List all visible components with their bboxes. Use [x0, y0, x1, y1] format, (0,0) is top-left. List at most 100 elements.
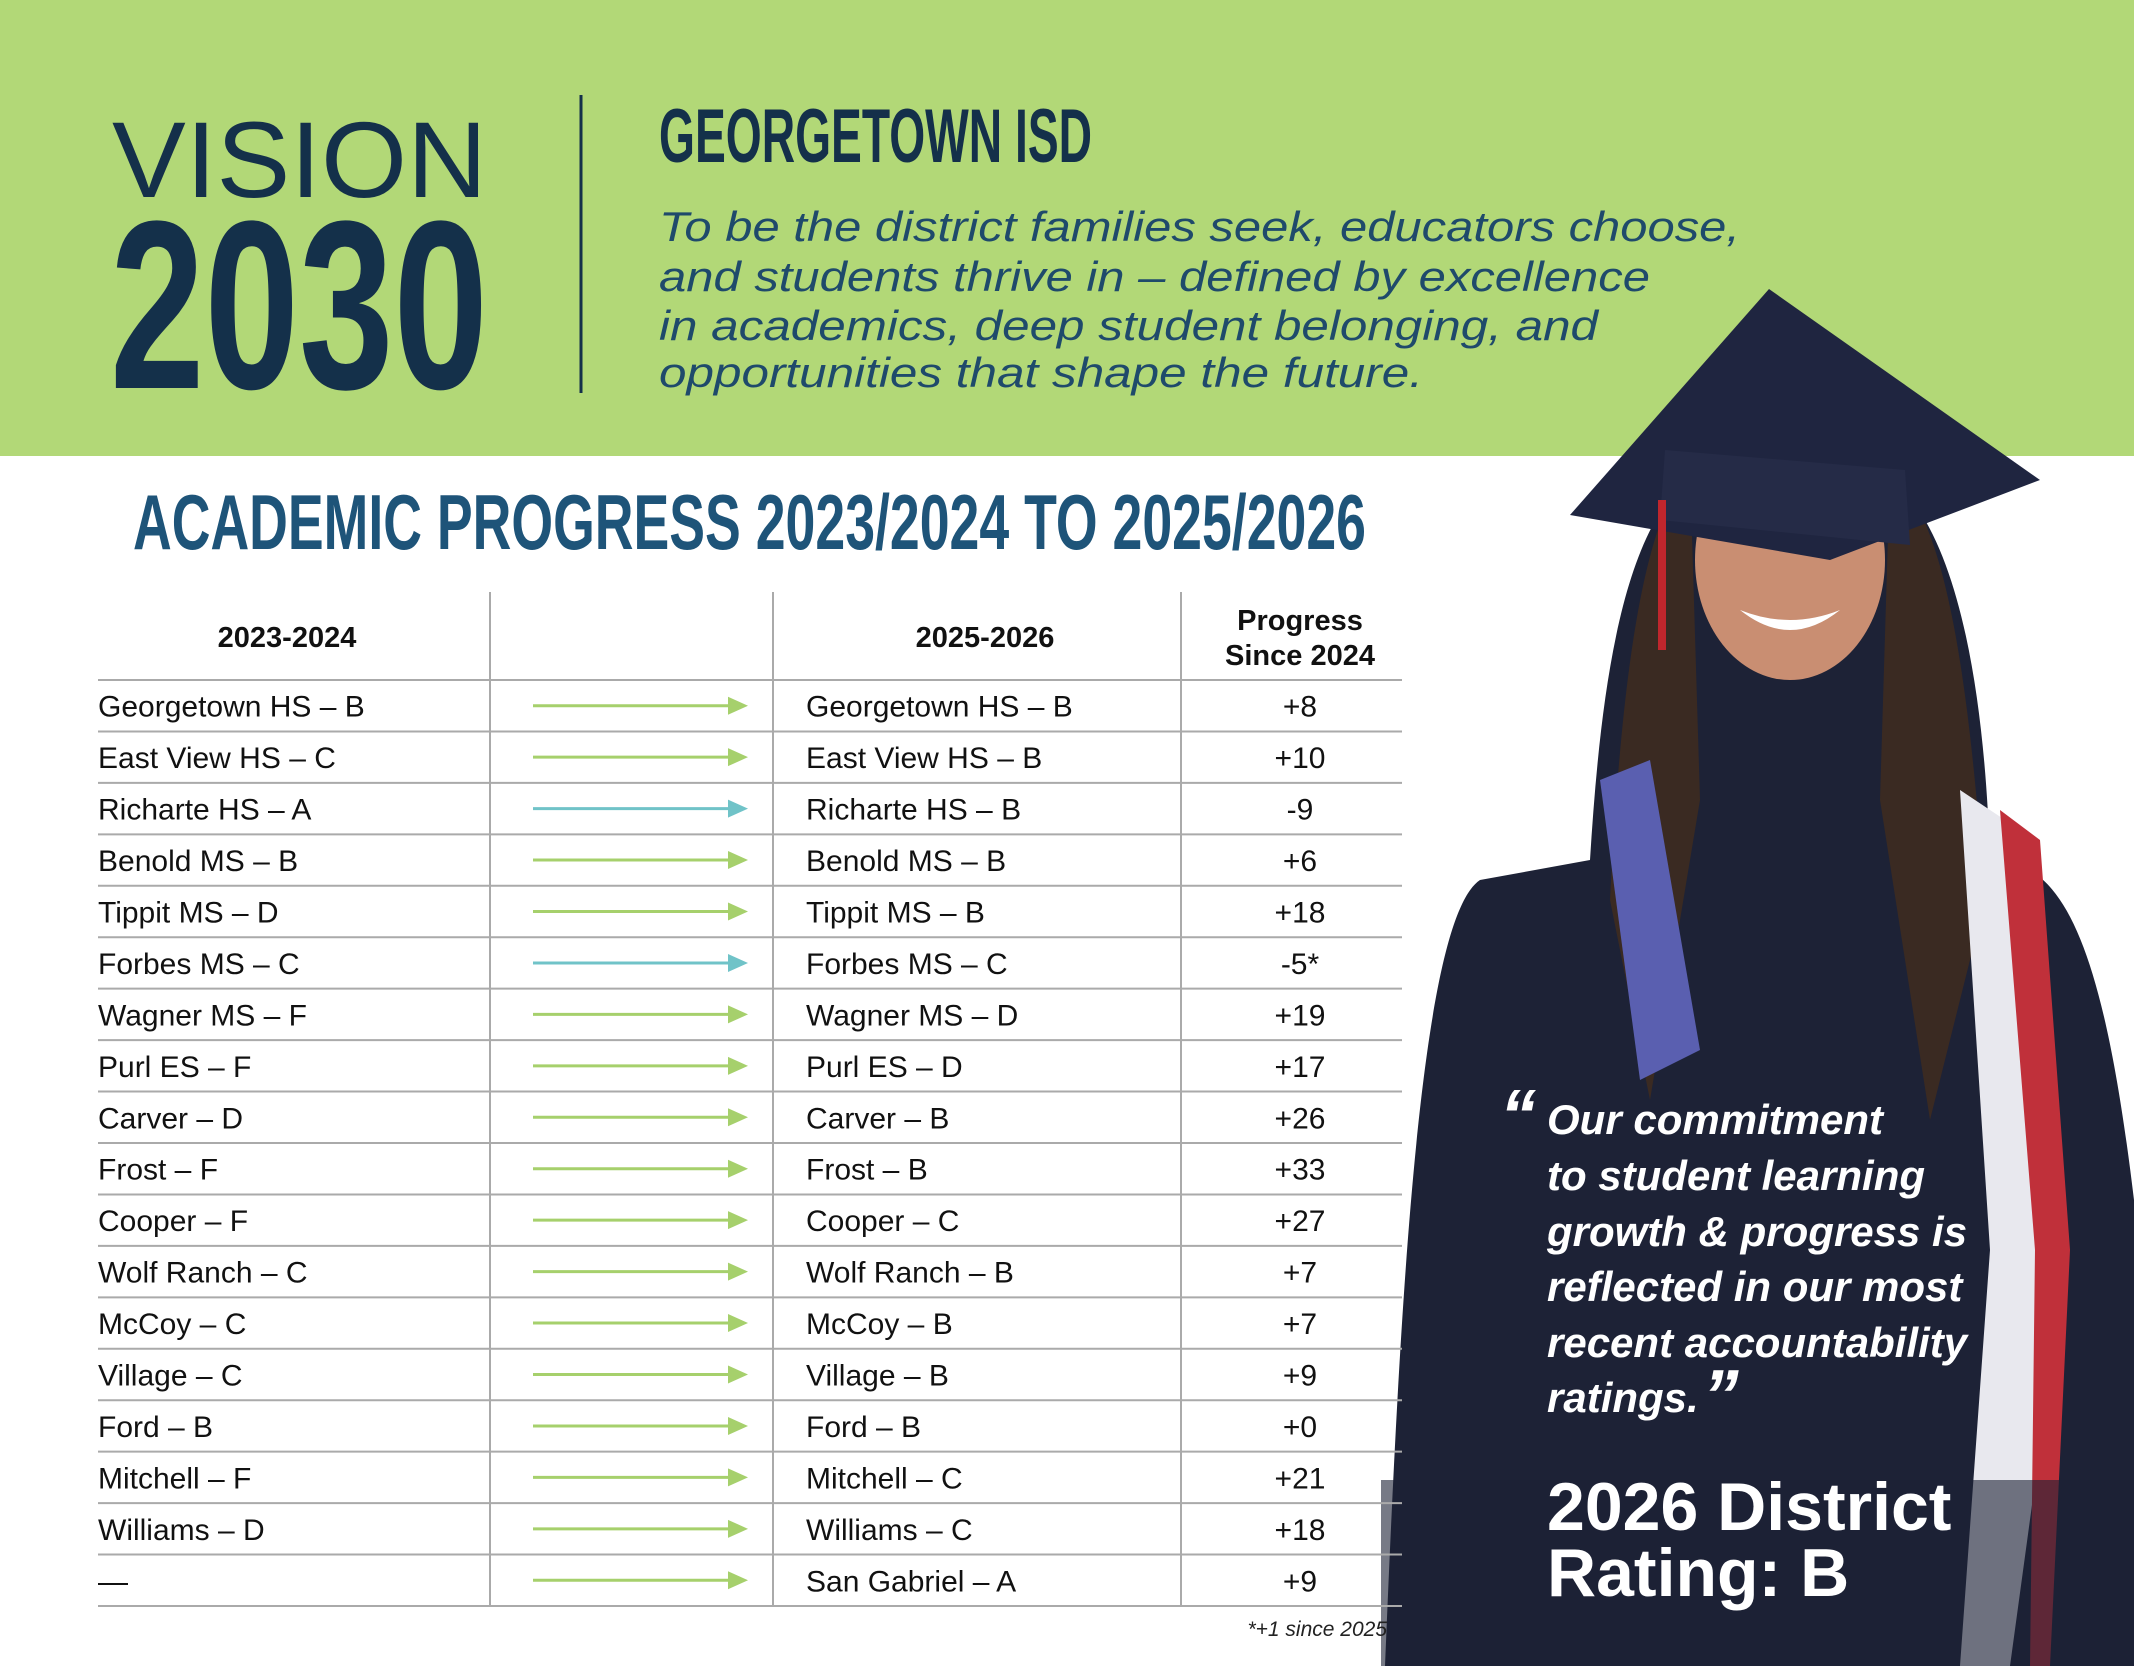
- arrow-head: [728, 953, 748, 972]
- district-rating: 2026 District: [1547, 1469, 1951, 1545]
- quote: “ Our commitment to student learning gro…: [1500, 1076, 1970, 1436]
- arrow-head: [728, 1005, 748, 1024]
- progress-value: +26: [1275, 1102, 1326, 1135]
- progress-value: +0: [1283, 1411, 1317, 1444]
- school-before: Carver – D: [98, 1102, 243, 1135]
- school-after: Cooper – C: [806, 1205, 959, 1238]
- arrow-head: [728, 799, 748, 818]
- school-after: San Gabriel – A: [806, 1565, 1016, 1598]
- school-after: Carver – B: [806, 1102, 949, 1135]
- school-before: Wagner MS – F: [98, 999, 307, 1032]
- progress-value: +9: [1283, 1360, 1317, 1393]
- school-before: Wolf Ranch – C: [98, 1257, 308, 1290]
- school-before: —: [98, 1565, 128, 1598]
- section-title: ACADEMIC PROGRESS 2023/2024 TO 2025/2026: [133, 478, 1366, 566]
- school-before: Ford – B: [98, 1411, 213, 1444]
- school-after: Richarte HS – B: [806, 794, 1021, 827]
- arrow-head: [728, 1468, 748, 1487]
- school-before: Tippit MS – D: [98, 897, 279, 930]
- arrow-head: [728, 1416, 748, 1435]
- graduate-photo: [1381, 289, 2134, 1666]
- progress-value: -9: [1287, 794, 1314, 827]
- school-before: Georgetown HS – B: [98, 691, 365, 724]
- school-before: McCoy – C: [98, 1308, 246, 1341]
- progress-value: +9: [1283, 1565, 1317, 1598]
- school-before: Mitchell – F: [98, 1462, 251, 1495]
- school-before: Williams – D: [98, 1514, 265, 1547]
- quote-line: to student learning: [1547, 1152, 1925, 1199]
- arrow-head: [728, 1314, 748, 1333]
- quote-line: growth & progress is: [1546, 1208, 1967, 1255]
- progress-value: +10: [1275, 742, 1326, 775]
- school-after: Mitchell – C: [806, 1462, 963, 1495]
- school-after: Wolf Ranch – B: [806, 1257, 1014, 1290]
- progress-value: +7: [1283, 1257, 1317, 1290]
- quote-close: ”: [1703, 1356, 1739, 1436]
- school-after: Ford – B: [806, 1411, 921, 1444]
- arrow-head: [728, 902, 748, 921]
- column-header: Since 2024: [1225, 640, 1375, 672]
- column-header: 2023-2024: [218, 622, 357, 654]
- mission-line: in academics, deep student belonging, an…: [659, 302, 1600, 349]
- arrow-head: [728, 1108, 748, 1127]
- progress-value: -5*: [1281, 948, 1320, 981]
- vision-word: VISION: [112, 99, 487, 220]
- progress-value: +6: [1283, 845, 1317, 878]
- progress-value: +33: [1275, 1154, 1326, 1187]
- arrow-head: [728, 1262, 748, 1281]
- progress-value: +21: [1275, 1462, 1326, 1495]
- school-before: Village – C: [98, 1360, 243, 1393]
- footnote: *+1 since 2025: [1247, 1618, 1387, 1641]
- school-after: Williams – C: [806, 1514, 973, 1547]
- progress-value: +8: [1283, 691, 1317, 724]
- progress-value: +17: [1275, 1051, 1326, 1084]
- arrow-head: [728, 851, 748, 870]
- quote-line: Our commitment: [1547, 1096, 1885, 1143]
- arrow-head: [728, 696, 748, 715]
- arrow-head: [728, 1056, 748, 1075]
- quote-open: “: [1500, 1076, 1536, 1156]
- arrow-head: [728, 748, 748, 767]
- school-before: Purl ES – F: [98, 1051, 251, 1084]
- arrow-head: [728, 1211, 748, 1230]
- progress-value: +19: [1275, 999, 1326, 1032]
- arrow-head: [728, 1571, 748, 1590]
- column-header: Progress: [1237, 605, 1363, 637]
- district-rating: Rating: B: [1547, 1535, 1849, 1611]
- school-after: Village – B: [806, 1360, 949, 1393]
- mission-line: opportunities that shape the future.: [659, 349, 1423, 396]
- column-header: 2025-2026: [916, 622, 1055, 654]
- school-before: Frost – F: [98, 1154, 218, 1187]
- school-before: Benold MS – B: [98, 845, 298, 878]
- school-before: East View HS – C: [98, 742, 336, 775]
- school-after: Frost – B: [806, 1154, 928, 1187]
- vision-year: 2030: [110, 171, 488, 439]
- school-before: Richarte HS – A: [98, 794, 311, 827]
- school-before: Cooper – F: [98, 1205, 248, 1238]
- quote-line: reflected in our most: [1547, 1263, 1964, 1310]
- arrow-head: [728, 1159, 748, 1178]
- school-after: East View HS – B: [806, 742, 1042, 775]
- progress-table: 2023-2024 2025-2026 Progress Since 2024 …: [98, 592, 1402, 1607]
- school-after: Forbes MS – C: [806, 948, 1008, 981]
- progress-value: +7: [1283, 1308, 1317, 1341]
- quote-line: ratings.: [1547, 1374, 1699, 1421]
- school-after: McCoy – B: [806, 1308, 953, 1341]
- mission-line: To be the district families seek, educat…: [659, 203, 1740, 250]
- progress-value: +18: [1275, 1514, 1326, 1547]
- school-after: Benold MS – B: [806, 845, 1006, 878]
- school-after: Tippit MS – B: [806, 897, 985, 930]
- arrow-head: [728, 1519, 748, 1538]
- school-after: Wagner MS – D: [806, 999, 1018, 1032]
- progress-value: +27: [1275, 1205, 1326, 1238]
- mission-line: and students thrive in – defined by exce…: [659, 253, 1650, 300]
- school-after: Purl ES – D: [806, 1051, 963, 1084]
- quote-line: recent accountability: [1547, 1319, 1970, 1366]
- arrow-head: [728, 1365, 748, 1384]
- district-name: GEORGETOWN ISD: [659, 94, 1092, 179]
- school-before: Forbes MS – C: [98, 948, 300, 981]
- school-after: Georgetown HS – B: [806, 691, 1073, 724]
- progress-value: +18: [1275, 897, 1326, 930]
